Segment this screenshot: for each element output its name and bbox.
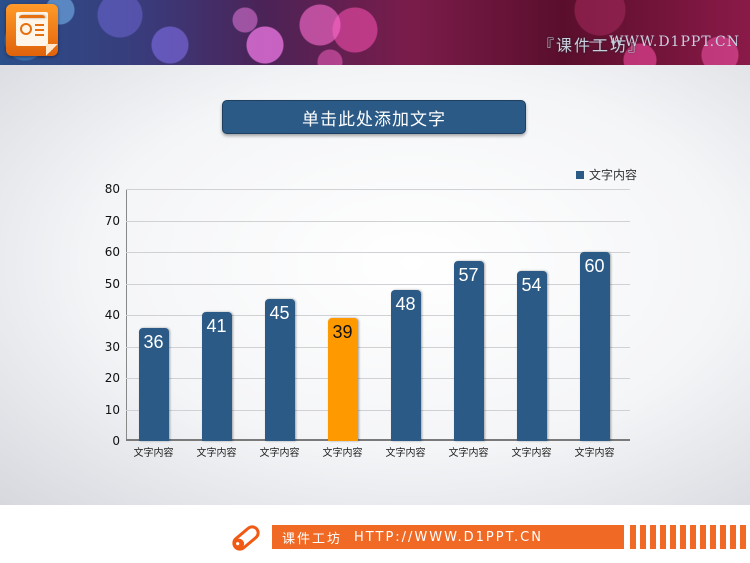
bar[interactable]: 54 (516, 270, 547, 441)
x-tick-label: 文字内容 (511, 448, 552, 459)
slide-title: 单击此处添加文字 (302, 109, 446, 130)
gridline (126, 189, 630, 190)
gridline (126, 409, 630, 411)
y-tick-label: 60 (104, 245, 120, 259)
bar[interactable]: 60 (579, 252, 610, 441)
y-tick-label: 80 (104, 182, 120, 196)
y-tick-label: 70 (104, 213, 120, 228)
footer-url[interactable]: HTTP://WWW.D1PPT.CN (354, 529, 543, 545)
gridline (126, 283, 630, 285)
bar[interactable]: 57 (453, 261, 484, 441)
bar[interactable]: 41 (201, 311, 232, 441)
bar-value-label: 60 (584, 256, 605, 276)
x-tick-label: 文字内容 (259, 448, 300, 459)
y-tick-label: 10 (104, 402, 120, 417)
x-tick-label: 文字内容 (133, 448, 174, 459)
gridline (126, 346, 630, 348)
x-tick-label: 文字内容 (196, 448, 237, 459)
slide-body (0, 65, 750, 505)
bar-chart: 0 10 20 30 40 50 60 70 80 36 文字内容 41 文字内容 45 文字内容 39 文字内… (105, 182, 630, 459)
footer-brand: 课件工坊 (282, 531, 343, 547)
pencil-icon (232, 525, 260, 551)
y-tick-label: 30 (104, 339, 120, 354)
legend-swatch-icon (576, 170, 584, 179)
gridline (126, 220, 630, 222)
footer: 课件工坊 HTTP://WWW.D1PPT.CN (0, 505, 750, 563)
bar[interactable]: 36 (138, 327, 169, 441)
footer-brand-band: 课件工坊 HTTP://WWW.D1PPT.CN (272, 525, 624, 549)
footer-stripes (630, 525, 746, 549)
bar[interactable]: 45 (264, 299, 295, 441)
bar-value-label: 57 (458, 265, 479, 286)
y-tick-label: 20 (104, 371, 120, 385)
bar[interactable]: 39 (327, 318, 358, 441)
x-tick-label: 文字内容 (574, 448, 615, 459)
bar-value-label: 36 (143, 331, 164, 352)
bar-value-label: 54 (521, 274, 542, 295)
x-tick-label: 文字内容 (322, 448, 363, 459)
bar-value-label: 41 (206, 315, 227, 336)
presentation-icon (6, 4, 58, 56)
bar-value-label: 48 (395, 293, 416, 314)
x-tick-label: 文字内容 (385, 448, 426, 459)
x-tick-label: 文字内容 (448, 448, 489, 459)
header-banner: 『课件工坊』 — WWW.D1PPT.CN (0, 0, 750, 65)
y-tick-label: 0 (112, 434, 120, 448)
bar[interactable]: 48 (390, 289, 421, 441)
legend-label: 文字内容 (589, 168, 638, 182)
y-tick-label: 40 (104, 308, 120, 322)
chart-legend: 文字内容 (576, 166, 637, 183)
x-axis (126, 439, 630, 441)
bar-value-label: 45 (269, 303, 290, 324)
header-brand-title: 『课件工坊』 (537, 36, 646, 55)
bar-value-label: 39 (332, 322, 353, 343)
gridline (126, 378, 630, 379)
header-url: — WWW.D1PPT.CN (588, 34, 740, 50)
y-tick-label: 50 (104, 276, 120, 291)
gridline (126, 252, 630, 253)
gridline (126, 315, 630, 316)
slide-title-box[interactable]: 单击此处添加文字 (222, 100, 526, 134)
